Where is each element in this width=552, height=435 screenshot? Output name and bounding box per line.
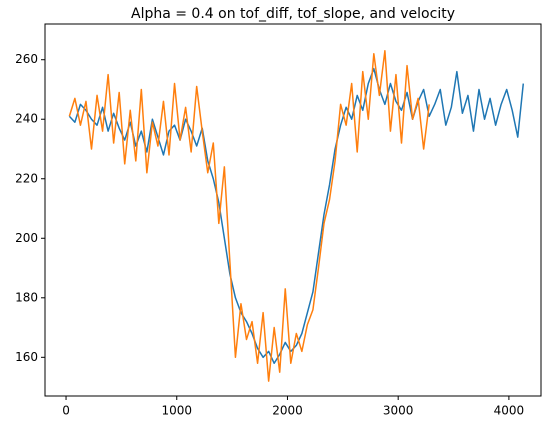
x-tick-label: 2000 (272, 404, 303, 418)
data-line (68, 67, 525, 365)
y-tick-label: 160 (15, 350, 38, 364)
y-tick-label: 220 (15, 171, 38, 185)
y-tick-label: 180 (15, 290, 38, 304)
y-tick-label: 240 (15, 112, 38, 126)
x-tick-label: 4000 (494, 404, 525, 418)
data-line (68, 50, 430, 382)
x-tick-label: 3000 (383, 404, 414, 418)
plot-frame (44, 23, 542, 397)
y-tick-label: 260 (15, 52, 38, 66)
chart-title: Alpha = 0.4 on tof_diff, tof_slope, and … (131, 6, 455, 22)
x-tick-label: 0 (62, 404, 70, 418)
x-tick-label: 1000 (161, 404, 192, 418)
y-tick-label: 200 (15, 231, 38, 245)
